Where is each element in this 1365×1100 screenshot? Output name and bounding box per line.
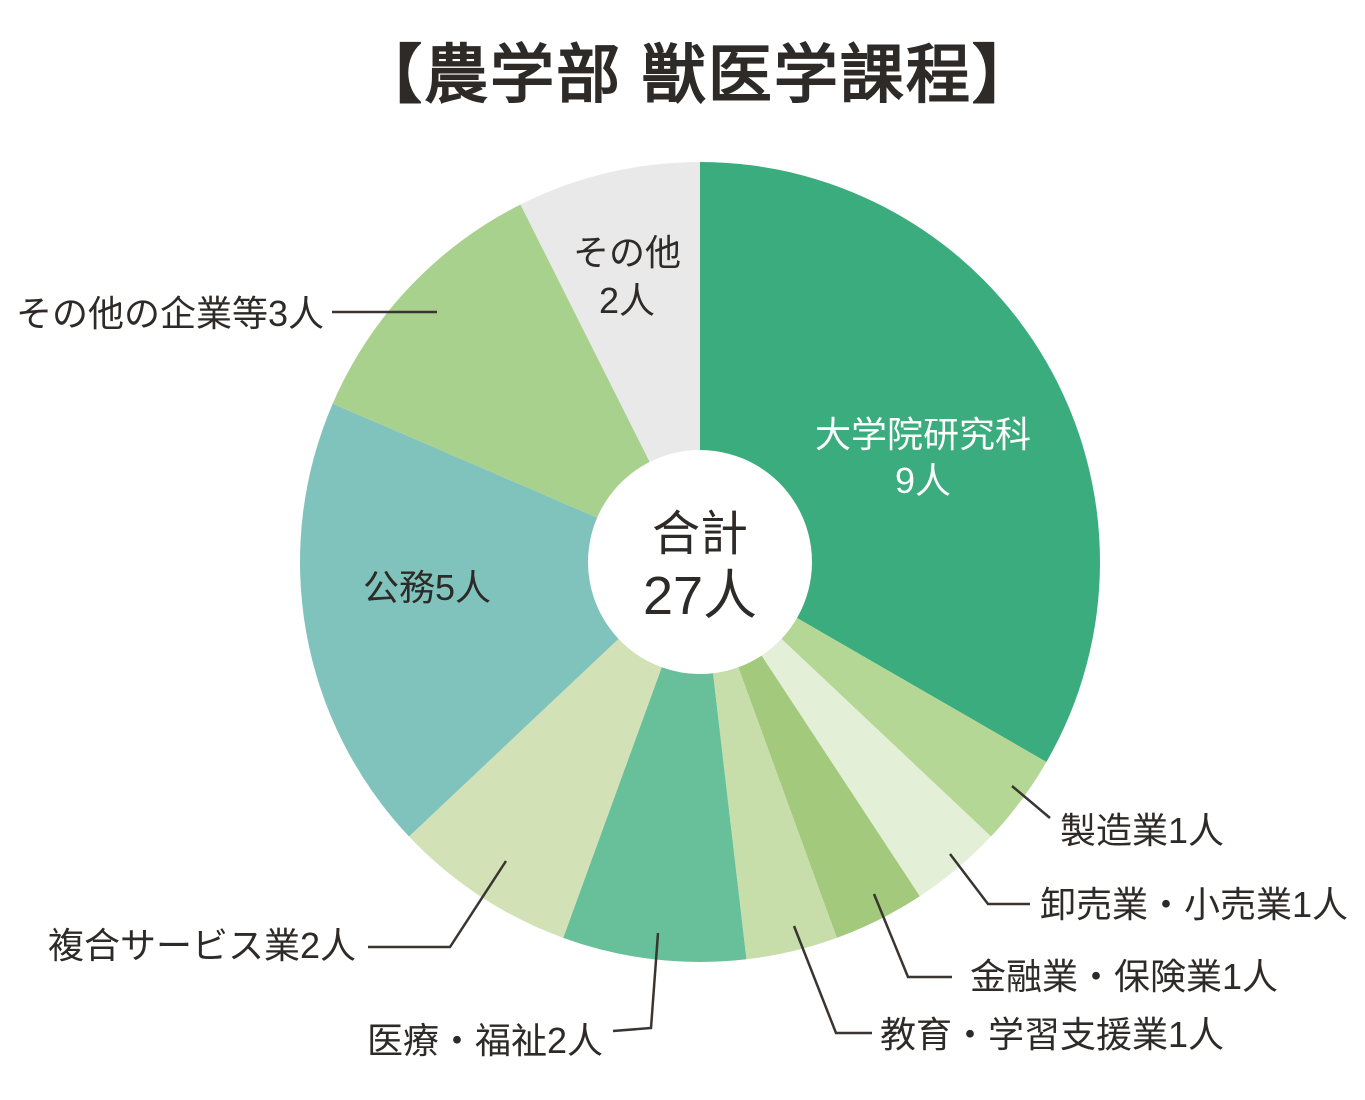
slice-label-other-line2: 2人 (599, 280, 655, 321)
callout-labels: 製造業1人 卸売業・小売業1人 金融業・保険業1人 教育・学習支援業1人 医療・… (16, 293, 1348, 1061)
leader-line-combined-services (368, 860, 508, 949)
pie-segment-7-public-service (300, 403, 619, 837)
slice-labels: 大学院研究科 9人 公務5人 その他 2人 (363, 232, 1031, 608)
center-label-line1: 合計 (652, 508, 748, 561)
callout-label-finance-insurance: 金融業・保険業1人 (970, 956, 1278, 997)
pie-segment-1-manufacturing (781, 618, 1047, 837)
callout-label-wholesale-retail: 卸売業・小売業1人 (1040, 884, 1348, 925)
pie-segment-8-other-companies (332, 204, 650, 518)
leader-line-wholesale-retail (949, 853, 1030, 906)
leader-line-finance-insurance (872, 893, 952, 979)
chart-title: 【農学部 獣医学課程】 (358, 39, 1038, 111)
pie-segment-9-other (520, 162, 700, 462)
callout-label-education-support: 教育・学習支援業1人 (880, 1014, 1224, 1055)
pie-segment-6-combined-services (409, 638, 662, 938)
center-label-line2: 27人 (643, 566, 757, 626)
pie-segment-4-education-support (713, 667, 837, 960)
slice-label-graduate-school-line2: 9人 (895, 460, 951, 501)
callout-label-manufacturing: 製造業1人 (1060, 810, 1224, 851)
pie-segments (300, 162, 1100, 962)
slice-label-other-line1: その他 (573, 232, 681, 273)
leader-line-manufacturing (1011, 785, 1051, 819)
pie-segment-0-graduate-school (700, 162, 1100, 762)
pie-segment-2-wholesale-retail (761, 638, 991, 897)
slice-label-graduate-school-line1: 大学院研究科 (815, 414, 1031, 455)
leader-line-education-support (792, 925, 872, 1035)
center-label: 合計 27人 (643, 508, 757, 626)
pie-segment-3-finance-insurance (738, 655, 920, 938)
callout-label-other-companies: その他の企業等3人 (16, 293, 324, 334)
leader-lines (332, 310, 1051, 1035)
pie-segment-5-medical-welfare (563, 667, 747, 962)
leader-line-medical-welfare (612, 932, 660, 1033)
callout-label-medical-welfare: 医療・福祉2人 (367, 1020, 603, 1061)
slice-label-public-service: 公務5人 (363, 567, 491, 608)
callout-label-combined-services: 複合サービス業2人 (48, 925, 356, 966)
